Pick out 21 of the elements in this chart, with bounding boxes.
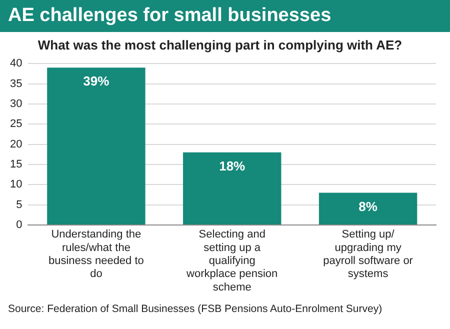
y-tick-label: 5 xyxy=(16,198,22,211)
data-label: 18% xyxy=(219,158,246,174)
data-label: 8% xyxy=(358,198,378,214)
source-note: Source: Federation of Small Businesses (FSB Pensions Auto-Enrolment Survey) xyxy=(7,302,384,315)
y-tick-label: 10 xyxy=(10,178,22,191)
bar xyxy=(318,192,418,224)
x-tick-label: Understanding the rules/what the business needed to do xyxy=(48,228,144,280)
y-tick-label: 20 xyxy=(10,138,22,150)
y-tick-label: 25 xyxy=(10,118,22,130)
x-tick-label: Selecting and setting up a qualifying workplace pension scheme xyxy=(186,228,278,294)
y-tick-label: 15 xyxy=(10,158,22,171)
y-tick-label: 40 xyxy=(10,58,22,70)
chart-title: AE challenges for small businesses xyxy=(0,0,450,32)
y-tick-label: 35 xyxy=(10,78,22,90)
bar xyxy=(47,68,146,224)
y-tick-label: 30 xyxy=(10,98,22,110)
bar xyxy=(183,152,282,224)
x-tick-label: Setting up/ upgrading my payroll software or systems xyxy=(323,228,414,280)
y-tick-label: 0 xyxy=(16,219,22,232)
data-label: 39% xyxy=(83,74,110,89)
chart-subtitle: What was the most challenging part in complying with AE? xyxy=(38,37,402,52)
